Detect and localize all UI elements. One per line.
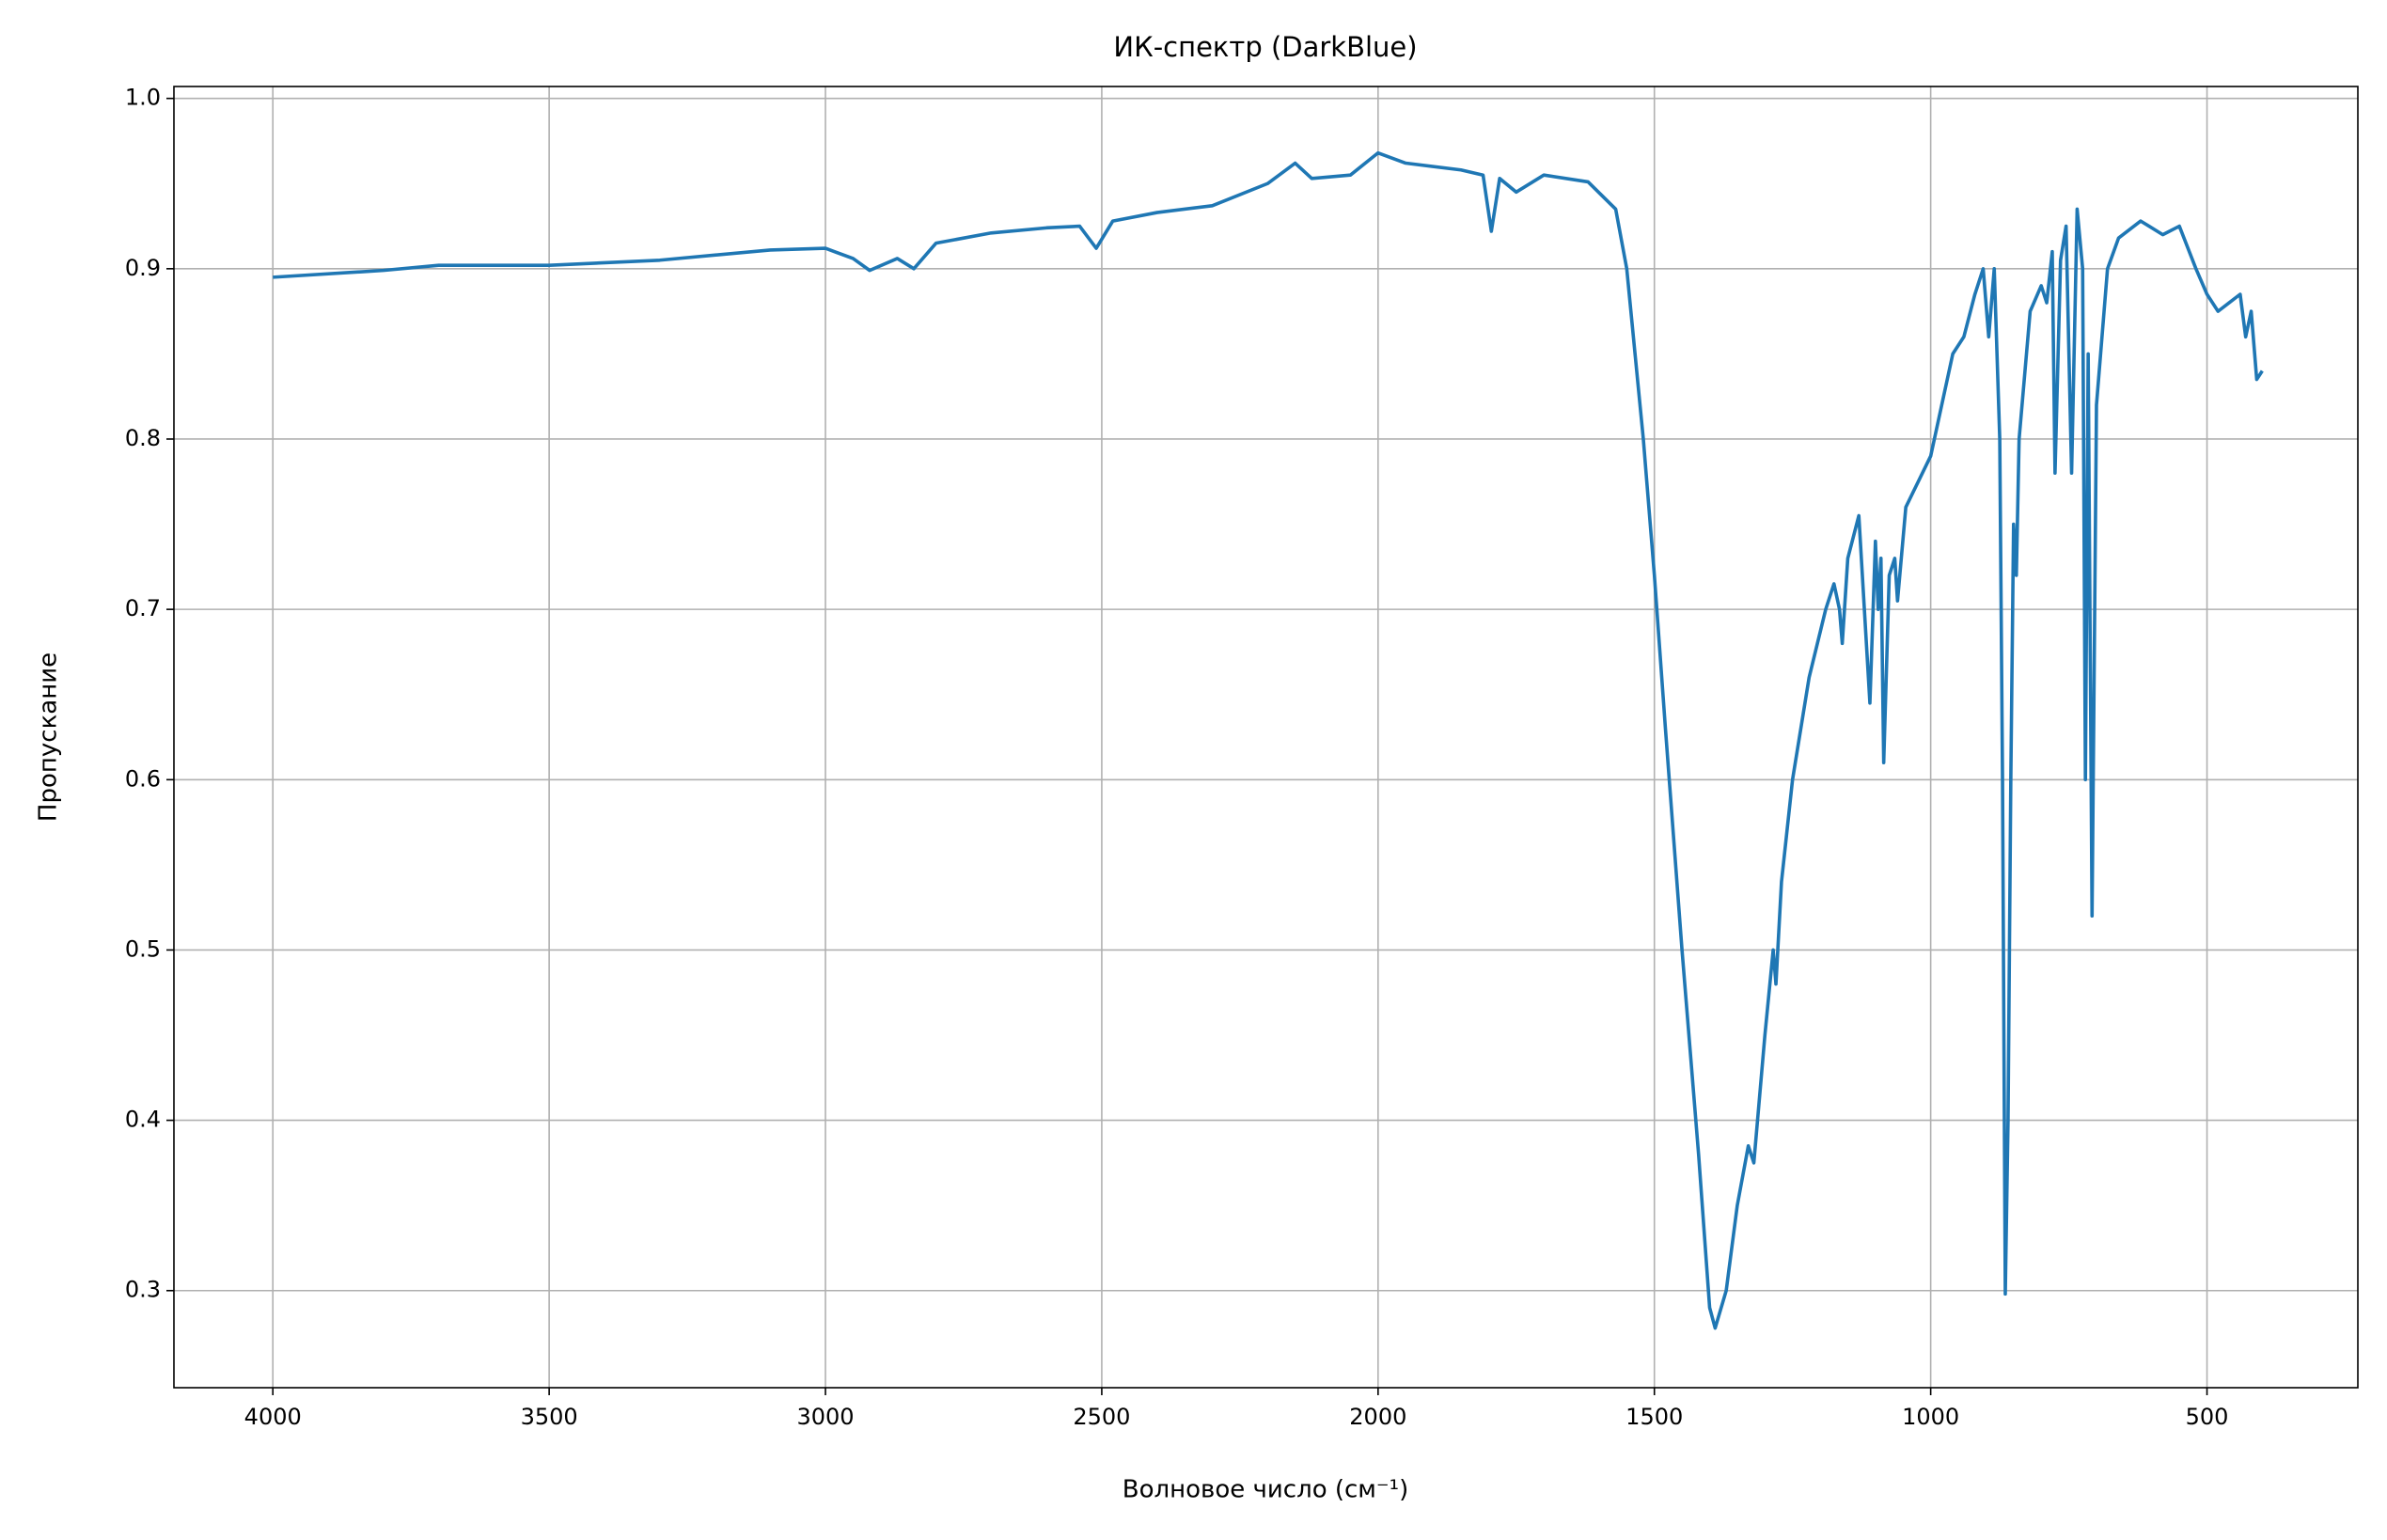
x-tick-label: 4000 bbox=[244, 1404, 302, 1430]
x-tick-label: 1000 bbox=[1902, 1404, 1959, 1430]
y-tick-label: 0.7 bbox=[125, 595, 161, 621]
x-tick-label: 2500 bbox=[1073, 1404, 1130, 1430]
y-tick-label: 1.0 bbox=[125, 85, 161, 111]
x-tick-label: 1500 bbox=[1625, 1404, 1683, 1430]
x-tick-label: 3000 bbox=[796, 1404, 854, 1430]
x-tick-label: 2000 bbox=[1349, 1404, 1406, 1430]
y-tick-label: 0.8 bbox=[125, 425, 161, 451]
y-tick-label: 0.9 bbox=[125, 255, 161, 281]
x-axis-label: Волновое число (см⁻¹) bbox=[1123, 1476, 1408, 1504]
y-tick-label: 0.5 bbox=[125, 935, 161, 962]
plot-frame bbox=[173, 86, 2359, 1389]
y-axis-label: Пропускание bbox=[35, 652, 63, 822]
y-tick-label: 0.4 bbox=[125, 1107, 161, 1133]
chart-title: ИК-спектр (DarkBlue) bbox=[1113, 31, 1417, 63]
spectrum-line bbox=[273, 150, 2264, 1330]
y-tick-label: 0.6 bbox=[125, 765, 161, 792]
y-tick-label: 0.3 bbox=[125, 1277, 161, 1303]
x-tick-label: 3500 bbox=[521, 1404, 578, 1430]
x-tick-label: 500 bbox=[2186, 1404, 2229, 1430]
